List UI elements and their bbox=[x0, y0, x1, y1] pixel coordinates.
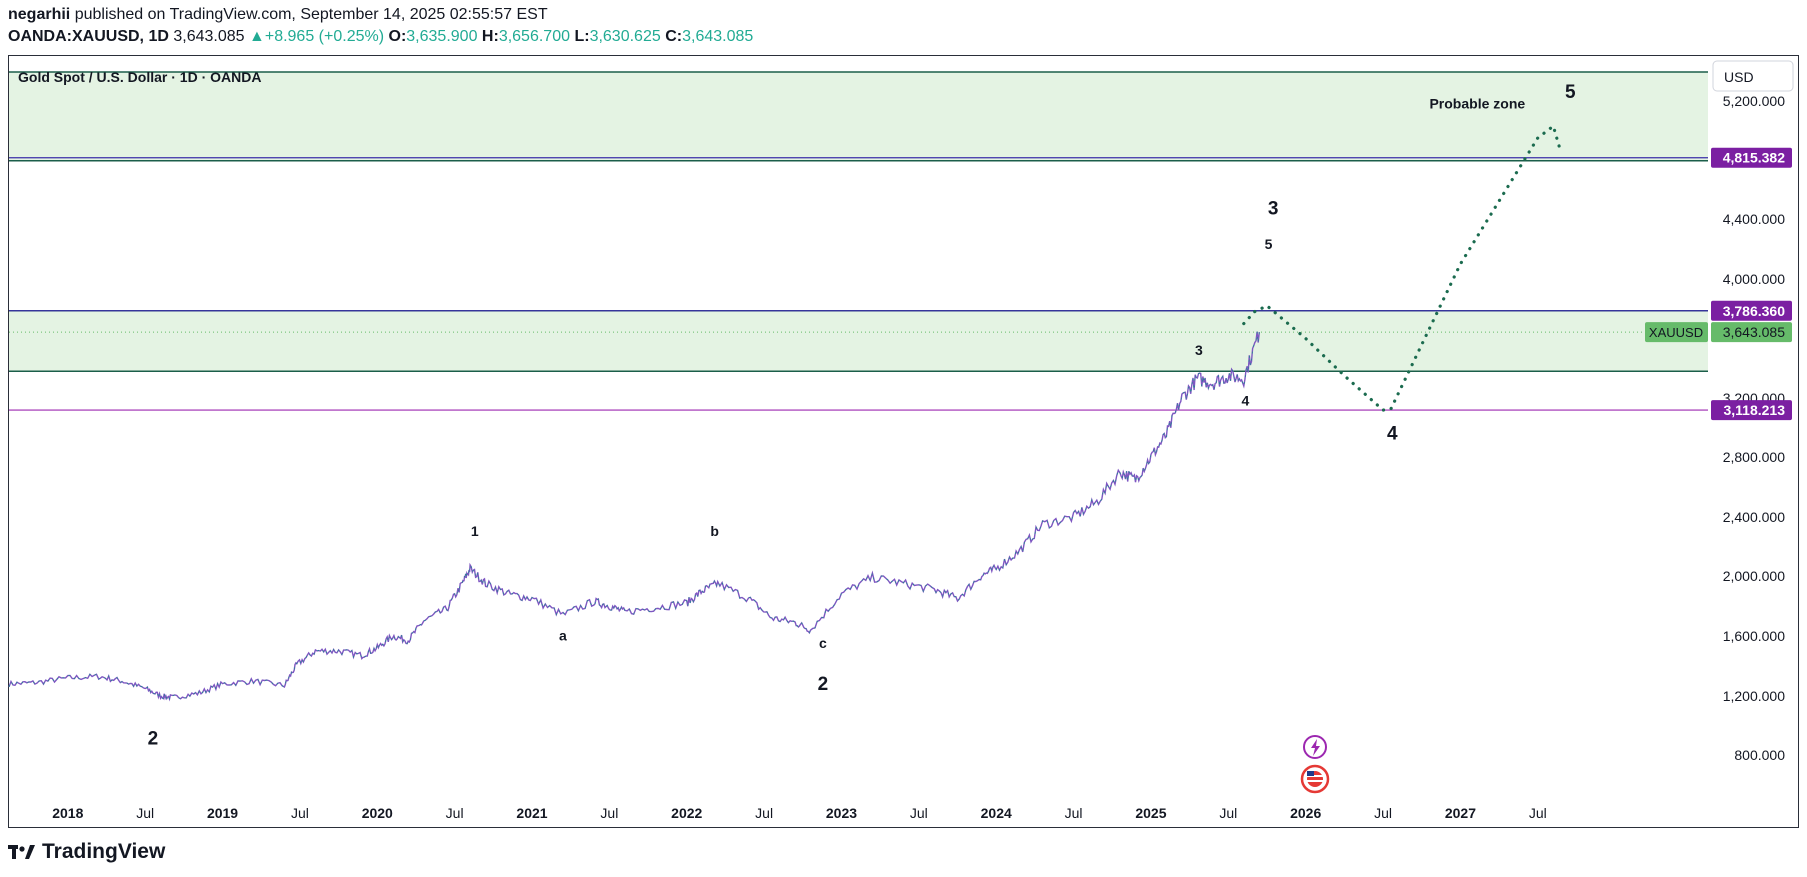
x-tick-label: 2024 bbox=[981, 805, 1012, 821]
price-badge-3: 3,118.213 bbox=[1723, 402, 1785, 418]
x-tick-label: Jul bbox=[910, 805, 928, 821]
y-tick-label: 4,400.000 bbox=[1723, 211, 1785, 227]
currency-selector[interactable]: USD bbox=[1712, 60, 1794, 92]
y-tick-label: 5,200.000 bbox=[1723, 93, 1785, 109]
low-label: L: bbox=[574, 28, 590, 45]
lightning-event-icon[interactable] bbox=[1303, 735, 1327, 759]
wave-label-12: Probable zone bbox=[1429, 95, 1525, 111]
x-tick-label: Jul bbox=[1374, 805, 1392, 821]
high-label: H: bbox=[481, 28, 499, 45]
x-tick-label: Jul bbox=[1529, 805, 1547, 821]
x-tick-label: 2018 bbox=[52, 805, 83, 821]
symbol-tag: XAUUSD bbox=[1649, 325, 1703, 340]
publish-info: negarhii published on TradingView.com, S… bbox=[8, 6, 548, 24]
ohlc-legend: OANDA:XAUUSD, 1D 3,643.085 ▲+8.965 (+0.2… bbox=[8, 28, 753, 46]
target-zone-2 bbox=[9, 72, 1708, 161]
price-badge-bg-2 bbox=[1711, 300, 1792, 321]
y-tick-label: 1,200.000 bbox=[1723, 688, 1785, 704]
wave-label-13: 5 bbox=[1565, 82, 1576, 103]
x-tick-label: 2019 bbox=[207, 805, 238, 821]
symbol-tag-bg bbox=[1645, 322, 1708, 343]
wave-label-11: 4 bbox=[1387, 423, 1398, 444]
x-tick-label: Jul bbox=[291, 805, 309, 821]
tradingview-logo[interactable]: TradingView bbox=[8, 840, 165, 864]
tradingview-wordmark: TradingView bbox=[42, 840, 166, 863]
last-price-badge-bg bbox=[1711, 322, 1792, 343]
wave-label-8: 4 bbox=[1241, 392, 1249, 408]
chart-frame[interactable] bbox=[8, 55, 1799, 828]
wave-label-7: 3 bbox=[1195, 342, 1203, 358]
wave-label-2: 1 bbox=[471, 523, 479, 539]
x-tick-label: Jul bbox=[755, 805, 773, 821]
wave-label-6: 2 bbox=[818, 674, 829, 695]
close-label: C: bbox=[665, 28, 683, 45]
y-tick-label: 800.000 bbox=[1734, 747, 1785, 763]
x-tick-label: Jul bbox=[136, 805, 154, 821]
wave-label-3: a bbox=[559, 628, 567, 644]
y-tick-label: 2,400.000 bbox=[1723, 509, 1785, 525]
series-xauusd bbox=[8, 331, 1260, 702]
publish-text: published on TradingView.com, September … bbox=[74, 6, 548, 23]
y-tick-label: 4,000.000 bbox=[1723, 271, 1785, 287]
wave-label-5: c bbox=[819, 635, 827, 651]
currency-label[interactable]: USD bbox=[1724, 69, 1754, 85]
y-tick-label: 2,800.000 bbox=[1723, 449, 1785, 465]
x-tick-label: 2023 bbox=[826, 805, 857, 821]
author-name[interactable]: negarhii bbox=[8, 6, 71, 23]
price-badge-2: 3,786.360 bbox=[1723, 303, 1785, 319]
wave-label-10: 3 bbox=[1268, 199, 1279, 220]
tradingview-logo-icon bbox=[8, 843, 36, 861]
x-tick-label: Jul bbox=[1065, 805, 1083, 821]
x-tick-label: Jul bbox=[1219, 805, 1237, 821]
price-change: +8.965 (+0.25%) bbox=[264, 28, 385, 45]
open-value: 3,635.900 bbox=[406, 28, 478, 45]
open-label: O: bbox=[388, 28, 407, 45]
series-xauusd-up-ticks bbox=[8, 331, 1260, 701]
x-tick-label: Jul bbox=[446, 805, 464, 821]
target-zone-1 bbox=[9, 310, 1708, 372]
us-flag-event-icon[interactable] bbox=[1300, 764, 1330, 794]
last-price: 3,643.085 bbox=[173, 28, 245, 45]
x-tick-label: 2025 bbox=[1135, 805, 1166, 821]
y-tick-label: 1,600.000 bbox=[1723, 628, 1785, 644]
wave-label-4: b bbox=[710, 523, 719, 539]
chart-title: Gold Spot / U.S. Dollar · 1D · OANDA bbox=[18, 69, 261, 85]
x-tick-label: 2020 bbox=[362, 805, 393, 821]
high-value: 3,656.700 bbox=[498, 28, 570, 45]
last-price-badge: 3,643.085 bbox=[1723, 324, 1785, 340]
low-value: 3,630.625 bbox=[589, 28, 661, 45]
symbol-label[interactable]: OANDA:XAUUSD, 1D bbox=[8, 28, 169, 45]
wave-projection-path bbox=[1242, 123, 1563, 412]
price-badge-bg-3 bbox=[1711, 400, 1792, 421]
x-tick-label: Jul bbox=[600, 805, 618, 821]
price-badge-1: 4,815.382 bbox=[1723, 150, 1785, 166]
x-tick-label: 2027 bbox=[1445, 805, 1476, 821]
x-tick-label: 2021 bbox=[516, 805, 547, 821]
change-up-icon: ▲ bbox=[249, 28, 265, 45]
y-tick-label: 2,000.000 bbox=[1723, 568, 1785, 584]
close-value: 3,643.085 bbox=[682, 28, 754, 45]
wave-label-9: 5 bbox=[1265, 236, 1273, 252]
price-badge-bg-1 bbox=[1711, 147, 1792, 168]
wave-label-1: 2 bbox=[148, 729, 159, 750]
x-tick-label: 2026 bbox=[1290, 805, 1321, 821]
x-tick-label: 2022 bbox=[671, 805, 702, 821]
